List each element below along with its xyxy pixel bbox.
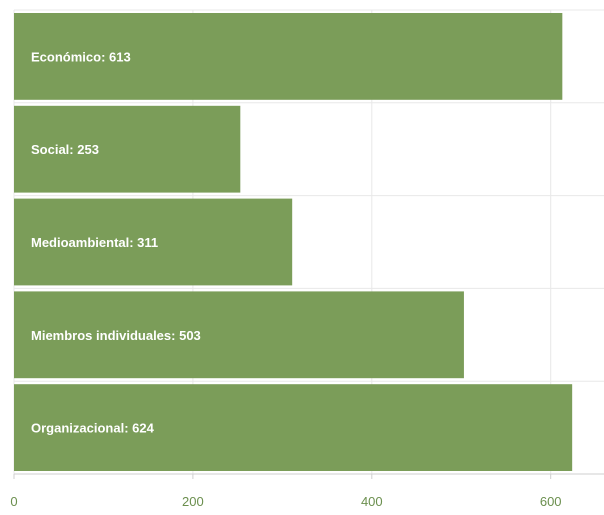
bar-label-1: Social: 253 xyxy=(31,142,99,157)
x-tick-label-1: 200 xyxy=(182,494,204,509)
bar-label-3: Miembros individuales: 503 xyxy=(31,328,201,343)
bar-label-2: Medioambiental: 311 xyxy=(31,235,158,250)
bars xyxy=(14,13,573,471)
bar-3[interactable] xyxy=(14,291,464,379)
x-axis: 0 200 400 600 xyxy=(10,473,604,509)
x-tick-label-0: 0 xyxy=(10,494,17,509)
bar-label-0: Económico: 613 xyxy=(31,49,131,64)
x-tick-label-2: 400 xyxy=(361,494,383,509)
bar-4[interactable] xyxy=(14,384,573,471)
bar-1[interactable] xyxy=(14,105,241,193)
x-tick-label-3: 600 xyxy=(540,494,562,509)
bar-0[interactable] xyxy=(14,13,563,100)
bar-label-4: Organizacional: 624 xyxy=(31,421,155,436)
bar-labels: Económico: 613 Social: 253 Medioambiental:… xyxy=(31,49,201,435)
bar-2[interactable] xyxy=(14,198,293,286)
